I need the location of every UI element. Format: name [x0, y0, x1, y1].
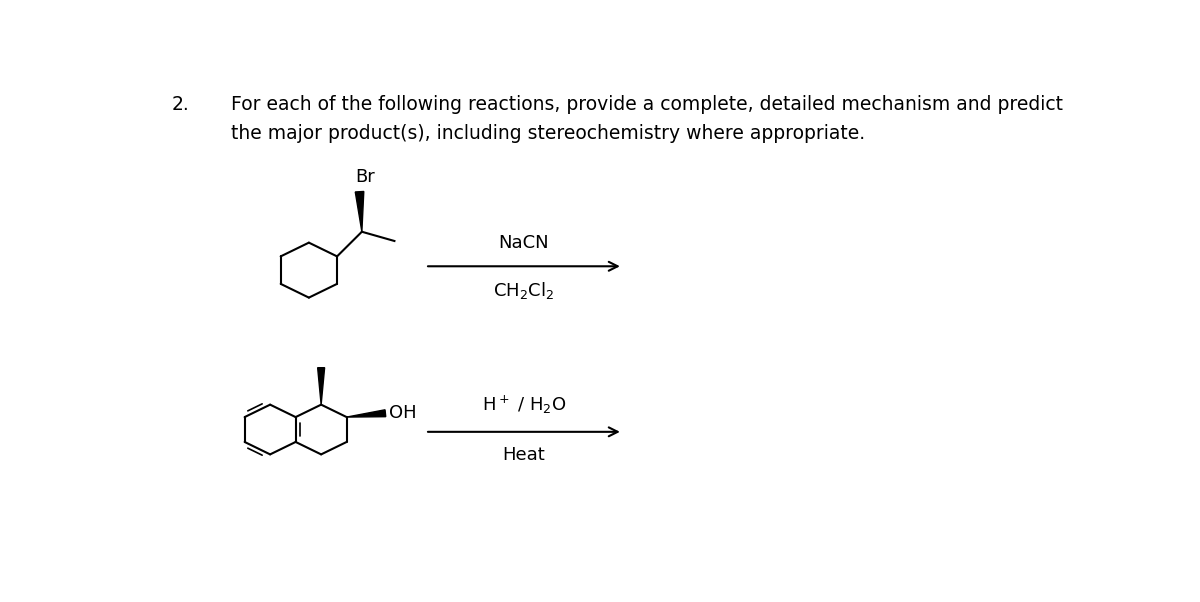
Text: CH$_2$Cl$_2$: CH$_2$Cl$_2$: [493, 280, 554, 301]
Text: For each of the following reactions, provide a complete, detailed mechanism and : For each of the following reactions, pro…: [232, 95, 1063, 114]
Text: Br: Br: [355, 167, 376, 185]
Text: OH: OH: [389, 404, 416, 422]
Polygon shape: [355, 191, 364, 232]
Polygon shape: [347, 410, 385, 417]
Polygon shape: [318, 368, 325, 405]
Text: the major product(s), including stereochemistry where appropriate.: the major product(s), including stereoch…: [232, 124, 865, 143]
Text: H$^+$ / H$_2$O: H$^+$ / H$_2$O: [481, 394, 566, 417]
Text: Heat: Heat: [503, 445, 545, 464]
Text: 2.: 2.: [172, 95, 190, 114]
Text: NaCN: NaCN: [499, 234, 550, 252]
